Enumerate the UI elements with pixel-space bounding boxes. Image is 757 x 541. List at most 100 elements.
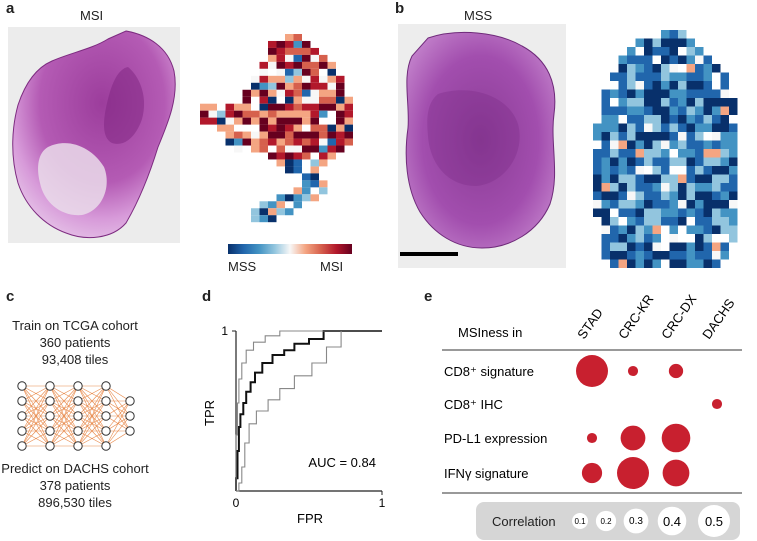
heatmap-tile bbox=[712, 98, 721, 107]
heatmap-tile bbox=[695, 225, 704, 234]
heatmap-tile bbox=[669, 98, 678, 107]
bubble bbox=[627, 365, 639, 377]
bubble bbox=[668, 363, 684, 379]
heatmap-tile bbox=[627, 166, 636, 175]
heatmap-tile bbox=[627, 106, 636, 115]
heatmap-tile bbox=[729, 140, 738, 149]
predict-line-3: 896,530 tiles bbox=[38, 495, 112, 510]
heatmap-tile bbox=[729, 208, 738, 217]
heatmap-tile bbox=[259, 110, 268, 118]
heatmap-tile bbox=[652, 81, 661, 90]
heatmap-tile bbox=[285, 117, 294, 125]
heatmap-tile bbox=[729, 98, 738, 107]
colorbar-right-label: MSI bbox=[320, 259, 344, 274]
heatmap-tile bbox=[635, 225, 644, 234]
heatmap-tile bbox=[712, 174, 721, 183]
heatmap-tile bbox=[635, 259, 644, 268]
heatmap-tile bbox=[703, 72, 712, 81]
heatmap-tile bbox=[703, 149, 712, 158]
heatmap-tile bbox=[285, 103, 294, 111]
heatmap-tile bbox=[310, 166, 319, 174]
heatmap-tile bbox=[302, 61, 311, 69]
heatmap-tile bbox=[652, 242, 661, 251]
heatmap-tile bbox=[319, 75, 328, 83]
heatmap-tile bbox=[268, 40, 277, 48]
heatmap-tile bbox=[644, 208, 653, 217]
heatmap-tile bbox=[703, 98, 712, 107]
heatmap-tile bbox=[644, 140, 653, 149]
heatmap-tile bbox=[285, 131, 294, 139]
msi-colorbar bbox=[228, 244, 352, 254]
heatmap-tile bbox=[593, 123, 602, 132]
heatmap-tile bbox=[644, 115, 653, 124]
heatmap-tile bbox=[669, 251, 678, 260]
heatmap-tile bbox=[678, 200, 687, 209]
heatmap-tile bbox=[310, 96, 319, 104]
heatmap-tile bbox=[703, 208, 712, 217]
heatmap-tile bbox=[669, 38, 678, 47]
heatmap-tile bbox=[285, 61, 294, 69]
heatmap-tile bbox=[669, 183, 678, 192]
heatmap-tile bbox=[225, 117, 234, 125]
heatmap-tile bbox=[678, 251, 687, 260]
heatmap-tile bbox=[669, 242, 678, 251]
heatmap-tile bbox=[302, 47, 311, 55]
heatmap-tile bbox=[276, 110, 285, 118]
heatmap-tile bbox=[686, 55, 695, 64]
heatmap-tile bbox=[695, 200, 704, 209]
nn-node bbox=[17, 381, 27, 391]
heatmap-tile bbox=[661, 140, 670, 149]
heatmap-tile bbox=[729, 123, 738, 132]
heatmap-tile bbox=[319, 54, 328, 62]
nn-node bbox=[45, 411, 55, 421]
heatmap-tile bbox=[661, 183, 670, 192]
heatmap-tile bbox=[610, 259, 619, 268]
heatmap-tile bbox=[661, 123, 670, 132]
nn-node bbox=[125, 411, 135, 421]
heatmap-tile bbox=[310, 194, 319, 202]
heatmap-tile bbox=[669, 64, 678, 73]
heatmap-tile bbox=[327, 75, 336, 83]
nn-node bbox=[125, 426, 135, 436]
heatmap-tile bbox=[627, 89, 636, 98]
heatmap-tile bbox=[618, 242, 627, 251]
heatmap-tile bbox=[695, 251, 704, 260]
heatmap-tile bbox=[661, 191, 670, 200]
heatmap-tile bbox=[652, 217, 661, 226]
heatmap-tile bbox=[644, 234, 653, 243]
roc-y-tick-label: 1 bbox=[221, 324, 228, 338]
heatmap-tile bbox=[259, 103, 268, 111]
heatmap-tile bbox=[686, 225, 695, 234]
panel-a-label: a bbox=[6, 0, 15, 17]
heatmap-tile bbox=[627, 64, 636, 73]
heatmap-tile bbox=[627, 183, 636, 192]
heatmap-tile bbox=[618, 89, 627, 98]
heatmap-tile bbox=[259, 61, 268, 69]
heatmap-tile bbox=[720, 81, 729, 90]
heatmap-tile bbox=[686, 140, 695, 149]
heatmap-tile bbox=[652, 123, 661, 132]
heatmap-tile bbox=[652, 251, 661, 260]
heatmap-tile bbox=[720, 225, 729, 234]
heatmap-tile bbox=[627, 251, 636, 260]
heatmap-tile bbox=[601, 191, 610, 200]
heatmap-tile bbox=[627, 115, 636, 124]
panel-e-label: e bbox=[424, 288, 433, 305]
heatmap-tile bbox=[712, 123, 721, 132]
heatmap-tile bbox=[703, 251, 712, 260]
heatmap-tile bbox=[635, 157, 644, 166]
heatmap-tile bbox=[695, 217, 704, 226]
heatmap-tile bbox=[276, 54, 285, 62]
heatmap-tile bbox=[703, 55, 712, 64]
heatmap-tile bbox=[652, 208, 661, 217]
heatmap-tile bbox=[285, 124, 294, 132]
heatmap-tile bbox=[712, 89, 721, 98]
heatmap-tile bbox=[310, 54, 319, 62]
heatmap-tile bbox=[242, 103, 251, 111]
train-line-3: 93,408 tiles bbox=[41, 352, 109, 367]
heatmap-tile bbox=[661, 55, 670, 64]
heatmap-tile bbox=[268, 117, 277, 125]
heatmap-tile bbox=[695, 55, 704, 64]
heatmap-tile bbox=[319, 124, 328, 132]
heatmap-tile bbox=[712, 242, 721, 251]
